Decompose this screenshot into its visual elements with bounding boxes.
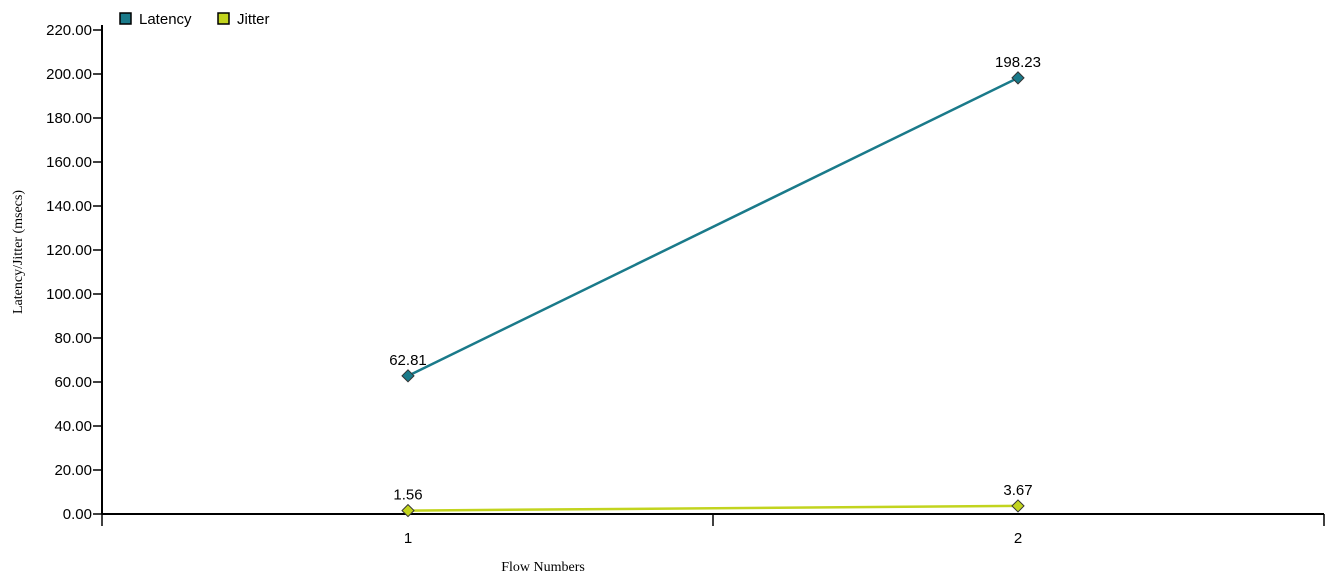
x-axis-title: Flow Numbers [501, 560, 585, 575]
data-label-latency: 62.81 [389, 352, 427, 369]
y-tick-label: 120.00 [46, 242, 92, 259]
legend-label-jitter: Jitter [237, 11, 270, 28]
y-tick-label: 40.00 [54, 418, 92, 435]
y-tick-label: 160.00 [46, 154, 92, 171]
y-tick-label: 100.00 [46, 286, 92, 303]
data-label-latency: 198.23 [995, 54, 1041, 71]
y-tick-label: 180.00 [46, 110, 92, 127]
y-tick-label: 0.00 [63, 506, 92, 523]
y-tick-label: 200.00 [46, 66, 92, 83]
y-tick-label: 140.00 [46, 198, 92, 215]
x-tick-label: 1 [404, 530, 412, 547]
legend-swatch-jitter [217, 12, 230, 25]
series-line-latency [407, 76, 1019, 377]
data-label-jitter: 3.67 [1003, 482, 1032, 499]
y-tick-label: 220.00 [46, 22, 92, 39]
y-axis-title: Latency/Jitter (msecs) [11, 190, 26, 314]
data-point-latency [1011, 71, 1025, 85]
data-label-jitter: 1.56 [393, 487, 422, 504]
series-layer: 62.81 198.23 1.56 3.67 [389, 54, 1041, 518]
data-point-latency [401, 369, 415, 383]
x-tick-label: 2 [1014, 530, 1022, 547]
series-line-jitter [407, 504, 1019, 512]
legend-swatch-latency [119, 12, 132, 25]
y-tick-label: 20.00 [54, 462, 92, 479]
y-axis: 0.00 20.00 40.00 60.00 80.00 100.00 120.00 140.… [46, 22, 103, 523]
data-point-jitter [401, 503, 415, 518]
y-tick-label: 60.00 [54, 374, 92, 391]
y-tick-label: 80.00 [54, 330, 92, 347]
data-point-jitter [1011, 499, 1025, 513]
legend-label-latency: Latency [139, 11, 192, 28]
legend: Latency Jitter [119, 11, 270, 28]
